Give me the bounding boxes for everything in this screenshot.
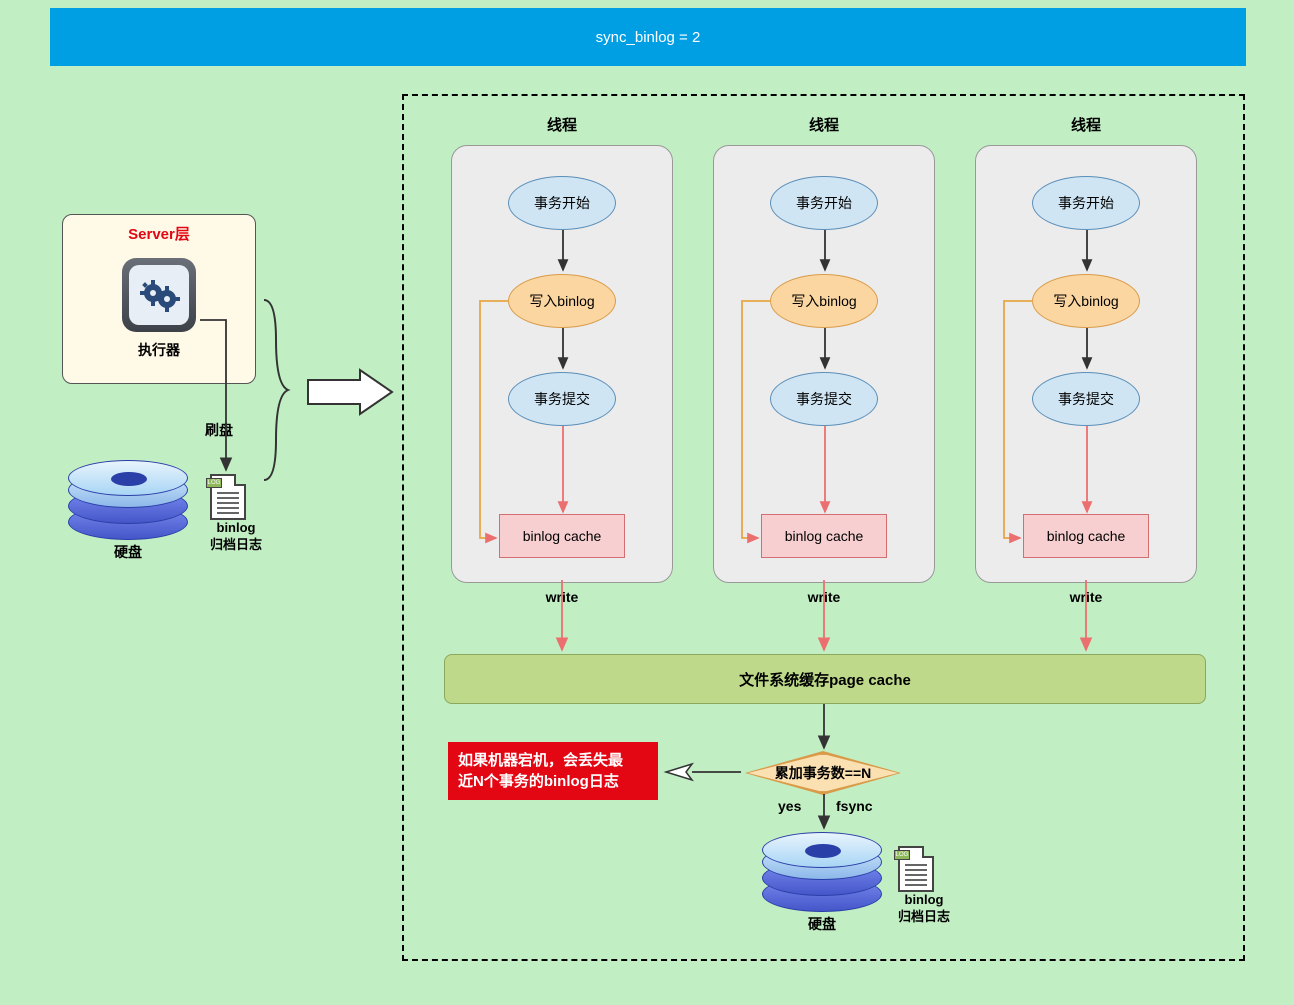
server-title: Server层 [63, 223, 255, 244]
yes-label: yes [778, 798, 801, 814]
main-dashed-box: 线程 事务开始 写入binlog 事务提交 binlog cache write… [402, 94, 1245, 961]
file-icon: LOG [210, 474, 246, 520]
node-commit: 事务提交 [770, 372, 878, 426]
thread-col-2: 线程 事务开始 写入binlog 事务提交 binlog cache write [706, 114, 942, 605]
binlog-label: binlog 归档日志 [210, 520, 262, 554]
gear-icon [137, 273, 181, 317]
node-commit: 事务提交 [508, 372, 616, 426]
thread-col-3: 线程 事务开始 写入binlog 事务提交 binlog cache write [968, 114, 1204, 605]
fsync-label: fsync [836, 798, 873, 814]
node-start: 事务开始 [770, 176, 878, 230]
thread-box: 事务开始 写入binlog 事务提交 binlog cache [975, 145, 1197, 583]
title-banner: sync_binlog = 2 [50, 8, 1246, 66]
disk-label: 硬盘 [762, 914, 882, 934]
page-cache-box: 文件系统缓存page cache [444, 654, 1206, 704]
binlog-label: binlog 归档日志 [898, 892, 950, 926]
disk-label: 硬盘 [68, 542, 188, 562]
executor-icon [122, 258, 196, 332]
warning-box: 如果机器宕机，会丢失最 近N个事务的binlog日志 [448, 742, 658, 800]
bottom-disk-group: 硬盘 [762, 832, 882, 934]
thread-box: 事务开始 写入binlog 事务提交 binlog cache [451, 145, 673, 583]
node-commit: 事务提交 [1032, 372, 1140, 426]
server-layer-box: Server层 [62, 214, 256, 384]
node-cache: binlog cache [499, 514, 625, 558]
disk-icon [68, 460, 188, 538]
decision-diamond: 累加事务数==N [748, 754, 898, 792]
left-disk-group: 硬盘 [68, 460, 188, 562]
thread-title: 线程 [968, 114, 1204, 135]
warning-line2: 近N个事务的binlog日志 [458, 771, 648, 792]
node-write: 写入binlog [1032, 274, 1140, 328]
thread-col-1: 线程 事务开始 写入binlog 事务提交 binlog cache write [444, 114, 680, 605]
thread-title: 线程 [706, 114, 942, 135]
warning-line1: 如果机器宕机，会丢失最 [458, 750, 648, 771]
left-file-group: LOG binlog 归档日志 [210, 474, 262, 554]
write-label: write [444, 589, 680, 605]
banner-text: sync_binlog = 2 [596, 29, 701, 46]
node-write: 写入binlog [508, 274, 616, 328]
thread-title: 线程 [444, 114, 680, 135]
node-start: 事务开始 [508, 176, 616, 230]
write-label: write [706, 589, 942, 605]
node-write: 写入binlog [770, 274, 878, 328]
diamond-text: 累加事务数==N [775, 763, 871, 783]
node-start: 事务开始 [1032, 176, 1140, 230]
thread-box: 事务开始 写入binlog 事务提交 binlog cache [713, 145, 935, 583]
write-label: write [968, 589, 1204, 605]
flush-label: 刷盘 [205, 420, 233, 440]
node-cache: binlog cache [761, 514, 887, 558]
executor-label: 执行器 [63, 340, 255, 360]
disk-icon [762, 832, 882, 910]
node-cache: binlog cache [1023, 514, 1149, 558]
file-icon: LOG [898, 846, 934, 892]
bottom-file-group: LOG binlog 归档日志 [898, 846, 950, 926]
